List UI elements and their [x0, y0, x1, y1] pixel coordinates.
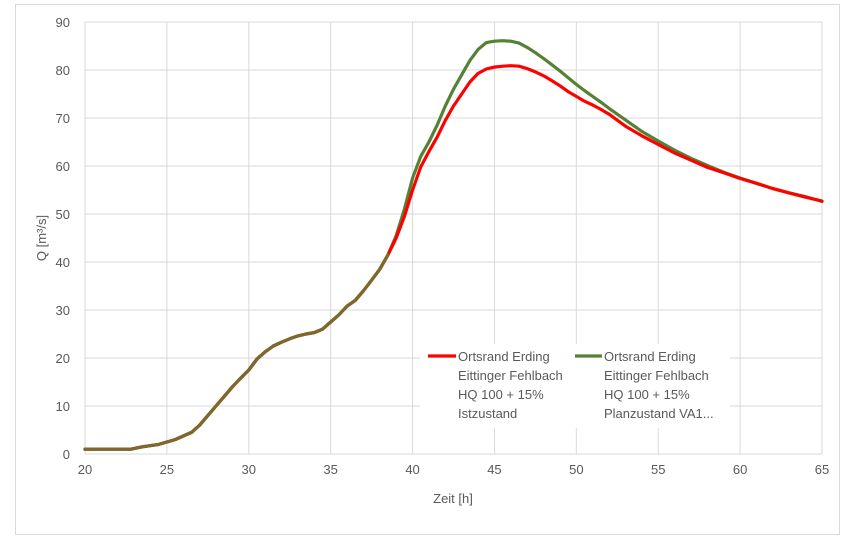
legend-label-line: HQ 100 + 15%: [604, 387, 690, 402]
x-tick-label: 20: [78, 462, 92, 477]
legend-label-line: HQ 100 + 15%: [458, 387, 544, 402]
x-tick-label: 30: [242, 462, 256, 477]
series-overlap-segment: [83, 253, 390, 451]
legend-label-line: Eittinger Fehlbach: [458, 368, 563, 383]
x-axis-tick-labels: 20 25 30 35 40 45 50 55 60 65: [78, 462, 829, 477]
y-tick-label: 40: [56, 255, 70, 270]
y-axis-title: Q [m³/s]: [34, 215, 49, 261]
y-tick-label: 70: [56, 111, 70, 126]
x-tick-label: 60: [733, 462, 747, 477]
y-tick-label: 50: [56, 207, 70, 222]
legend-background: [420, 344, 730, 428]
chart-frame: [15, 4, 840, 535]
x-tick-label: 40: [405, 462, 419, 477]
x-tick-label: 25: [160, 462, 174, 477]
x-tick-label: 45: [487, 462, 501, 477]
vertical-gridlines: [84, 22, 823, 454]
x-axis-title: Zeit [h]: [433, 491, 473, 506]
y-tick-label: 0: [63, 447, 70, 462]
x-tick-label: 50: [569, 462, 583, 477]
y-tick-label: 90: [56, 15, 70, 30]
legend-label-line: Eittinger Fehlbach: [604, 368, 709, 383]
y-tick-label: 10: [56, 399, 70, 414]
legend-label-line: Ortsrand Erding: [604, 349, 696, 364]
x-tick-label: 55: [651, 462, 665, 477]
legend: Ortsrand Erding Eittinger Fehlbach HQ 10…: [420, 344, 730, 428]
legend-label-line: Planzustand VA1...: [604, 406, 714, 421]
y-tick-label: 60: [56, 159, 70, 174]
x-tick-label: 35: [323, 462, 337, 477]
legend-label-planzustand: Ortsrand Erding Eittinger Fehlbach HQ 10…: [604, 349, 714, 421]
legend-label-line: Istzustand: [458, 406, 517, 421]
y-axis-tick-labels: 0 10 20 30 40 50 60 70 80 90: [56, 15, 70, 462]
series-lines: [83, 39, 824, 451]
y-tick-label: 80: [56, 63, 70, 78]
y-tick-label: 20: [56, 351, 70, 366]
y-tick-label: 30: [56, 303, 70, 318]
legend-label-line: Ortsrand Erding: [458, 349, 550, 364]
x-tick-label: 65: [815, 462, 829, 477]
legend-label-istzustand: Ortsrand Erding Eittinger Fehlbach HQ 10…: [458, 349, 566, 421]
